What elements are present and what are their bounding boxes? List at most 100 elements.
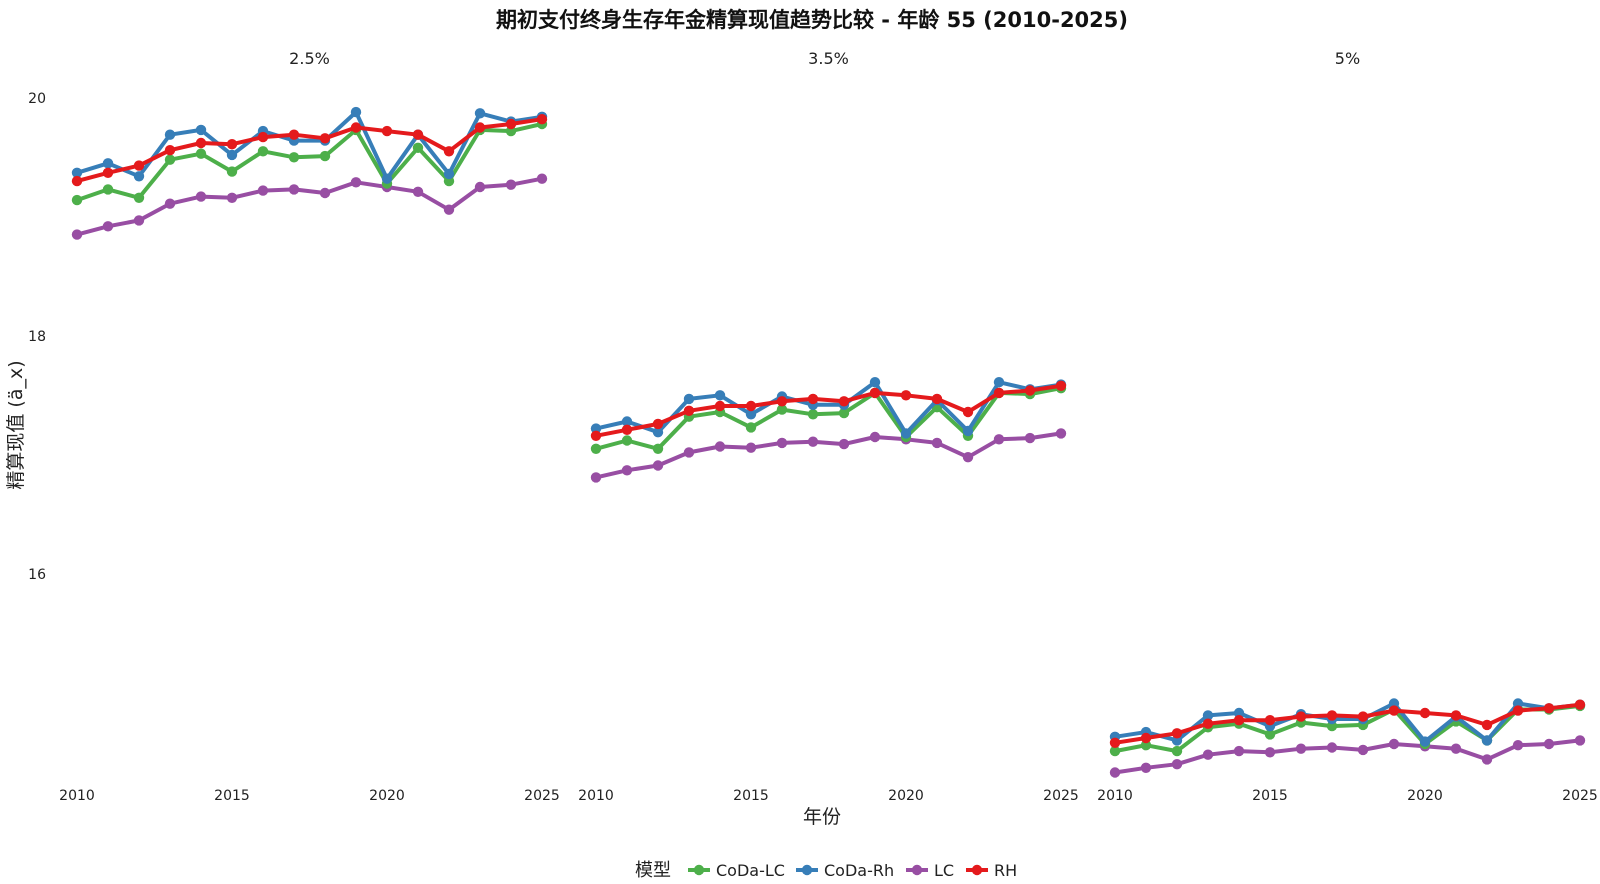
data-point — [1512, 740, 1524, 751]
legend-label: CoDa-LC — [716, 861, 785, 880]
series-line — [75, 117, 544, 184]
data-point — [350, 122, 362, 133]
data-point — [1543, 738, 1555, 750]
data-point — [71, 229, 83, 240]
data-point — [505, 118, 517, 130]
series-line — [75, 176, 544, 237]
data-point — [776, 396, 788, 407]
legend: 模型 CoDa-LC CoDa-Rh LC RH — [635, 860, 1017, 881]
data-point — [412, 129, 424, 140]
data-point — [776, 437, 788, 449]
data-point — [683, 393, 695, 405]
y-axis: 16 18 20 — [28, 91, 46, 583]
data-point — [1357, 711, 1369, 722]
series-rh — [71, 114, 548, 187]
data-point — [1109, 737, 1121, 748]
legend-label: CoDa-Rh — [824, 861, 894, 880]
x-tick-label: 2025 — [1562, 788, 1598, 804]
data-point — [962, 425, 974, 437]
facet-panel: 5% 2010 2015 2020 2025 — [1097, 49, 1598, 804]
data-point — [807, 393, 819, 405]
data-point — [1055, 428, 1067, 439]
data-point — [776, 404, 788, 415]
data-point — [226, 139, 238, 150]
data-point — [838, 396, 850, 407]
data-point — [195, 124, 207, 136]
data-point — [1264, 729, 1276, 740]
data-point — [714, 441, 726, 452]
legend-item: CoDa-LC — [688, 861, 785, 880]
data-point — [226, 149, 238, 161]
series-rh — [1109, 699, 1586, 748]
data-point — [1202, 749, 1214, 760]
chart-title: 期初支付终身生存年金精算现值趋势比较 - 年龄 55 (2010-2025) — [496, 8, 1128, 32]
data-point — [536, 173, 548, 184]
data-point — [838, 438, 850, 450]
data-point — [1388, 705, 1400, 716]
data-point — [412, 186, 424, 197]
data-point — [1140, 732, 1152, 744]
data-point — [1574, 735, 1586, 746]
data-point — [319, 187, 331, 199]
facets: 2.5% 2010 2015 2020 2025 3.5% 2010 2015 2020 2025… — [59, 49, 1598, 804]
data-point — [1326, 710, 1338, 721]
data-point — [288, 184, 300, 195]
series-line — [594, 386, 1063, 451]
data-point — [195, 191, 207, 202]
data-point — [195, 137, 207, 149]
data-point — [1419, 707, 1431, 719]
y-tick-label: 16 — [28, 567, 46, 583]
data-point — [714, 390, 726, 401]
data-point — [1419, 736, 1431, 747]
series-line — [1113, 738, 1582, 775]
legend-swatch-point — [971, 864, 983, 876]
data-point — [1233, 715, 1245, 726]
data-point — [133, 171, 145, 182]
data-point — [1357, 744, 1369, 756]
data-point — [931, 437, 943, 449]
y-axis-title: 精算现值 (ä_x) — [5, 360, 27, 489]
facet-panel: 2.5% 2010 2015 2020 2025 — [59, 49, 560, 804]
data-point — [993, 387, 1005, 399]
data-point — [1024, 385, 1036, 396]
series-line — [594, 383, 1063, 438]
data-point — [1295, 711, 1307, 722]
data-point — [993, 377, 1005, 388]
data-point — [714, 400, 726, 412]
data-point — [652, 443, 664, 454]
data-point — [474, 181, 486, 193]
data-point — [1574, 699, 1586, 710]
data-point — [869, 387, 881, 399]
data-point — [412, 142, 424, 153]
data-point — [869, 431, 881, 443]
data-point — [745, 422, 757, 433]
data-point — [807, 436, 819, 447]
data-point — [1481, 719, 1493, 731]
series-line — [1113, 702, 1582, 745]
data-point — [621, 416, 633, 427]
data-point — [590, 423, 602, 434]
data-point — [931, 393, 943, 405]
data-point — [71, 167, 83, 178]
data-point — [900, 390, 912, 401]
data-point — [1024, 432, 1036, 444]
data-point — [288, 152, 300, 163]
data-point — [164, 145, 176, 156]
data-point — [505, 179, 517, 190]
data-point — [1481, 754, 1493, 765]
series-line — [75, 110, 544, 181]
data-point — [652, 460, 664, 471]
data-point — [474, 122, 486, 133]
series-rh — [590, 380, 1067, 441]
legend-swatch-point — [801, 864, 813, 876]
data-point — [133, 192, 145, 203]
data-point — [745, 409, 757, 420]
x-tick-label: 2025 — [524, 788, 560, 804]
data-point — [962, 452, 974, 463]
x-tick-label: 2010 — [578, 788, 614, 804]
data-point — [102, 221, 114, 232]
data-point — [257, 131, 269, 143]
facet-label: 5% — [1335, 49, 1360, 68]
data-point — [590, 472, 602, 483]
data-point — [1388, 738, 1400, 750]
